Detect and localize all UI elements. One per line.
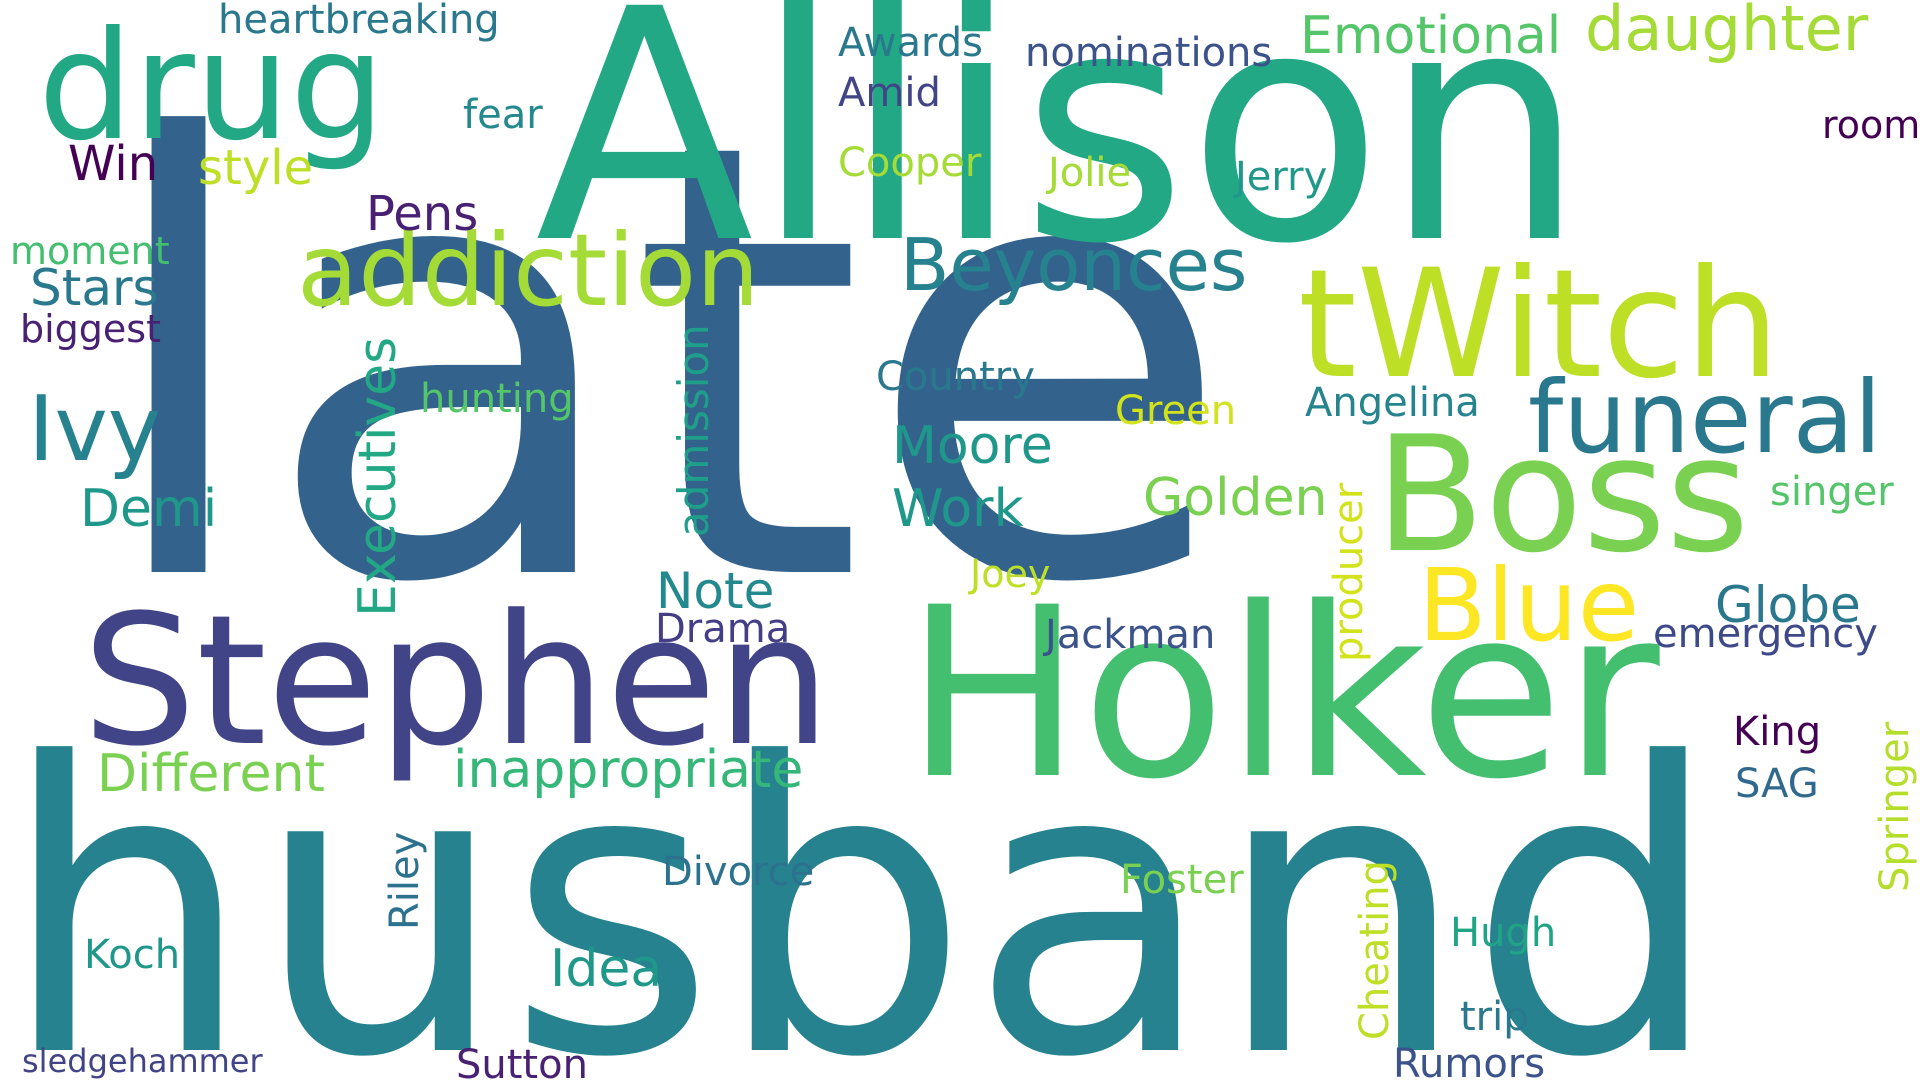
word-foster: Foster bbox=[1120, 857, 1244, 903]
word-executives: Executives bbox=[348, 337, 408, 617]
word-globe: Globe bbox=[1715, 576, 1861, 634]
word-funeral: funeral bbox=[1528, 359, 1882, 476]
word-boss: Boss bbox=[1375, 401, 1749, 588]
word-style: style bbox=[198, 140, 313, 196]
word-win: Win bbox=[68, 136, 158, 192]
word-addiction: addiction bbox=[297, 212, 760, 329]
word-idea: Idea bbox=[550, 939, 662, 999]
word-stars: Stars bbox=[30, 259, 159, 317]
word-twitch: tWitch bbox=[1298, 238, 1780, 412]
word-admission: admission bbox=[669, 324, 718, 537]
word-jerry: Jerry bbox=[1232, 154, 1327, 200]
word-husband: husband bbox=[0, 680, 1722, 1080]
word-fear: fear bbox=[463, 92, 543, 138]
word-drug: drug bbox=[38, 0, 385, 174]
word-awards: Awards bbox=[838, 20, 983, 66]
word-beyonces: Beyonces bbox=[900, 223, 1247, 307]
word-stephen: Stephen bbox=[82, 577, 831, 786]
word-amid: Amid bbox=[838, 70, 941, 116]
word-jolie: Jolie bbox=[1045, 150, 1131, 196]
word-drama: Drama bbox=[655, 606, 790, 652]
word-divorce: Divorce bbox=[662, 849, 814, 895]
word-sag: SAG bbox=[1735, 761, 1819, 807]
word-green: Green bbox=[1115, 388, 1236, 434]
word-late: late bbox=[95, 15, 1234, 714]
word-heartbreaking: heartbreaking bbox=[218, 0, 500, 43]
word-moore: Moore bbox=[892, 416, 1053, 476]
word-emotional: Emotional bbox=[1300, 6, 1561, 66]
word-king: King bbox=[1733, 709, 1821, 755]
word-riley: Riley bbox=[382, 832, 428, 930]
word-cooper: Cooper bbox=[838, 140, 982, 186]
word-moment: moment bbox=[10, 229, 170, 273]
word-sledgehammer: sledgehammer bbox=[22, 1042, 263, 1080]
word-hunting: hunting bbox=[420, 376, 574, 422]
word-holker: Holker bbox=[905, 558, 1660, 831]
word-room: room bbox=[1822, 103, 1920, 147]
word-ivy: Ivy bbox=[28, 377, 161, 482]
word-koch: Koch bbox=[84, 932, 180, 978]
word-daughter: daughter bbox=[1585, 0, 1869, 65]
word-producer: producer bbox=[1326, 482, 1372, 662]
word-trip: trip bbox=[1460, 994, 1529, 1040]
word-different: Different bbox=[97, 744, 325, 804]
word-note: Note bbox=[656, 562, 774, 620]
word-cheating: Cheating bbox=[1352, 860, 1398, 1040]
word-joey: Joey bbox=[968, 552, 1050, 596]
word-pens: Pens bbox=[366, 186, 478, 242]
word-allison: Allison bbox=[535, 0, 1586, 314]
word-hugh: Hugh bbox=[1450, 910, 1556, 956]
word-biggest: biggest bbox=[20, 307, 161, 351]
word-springer: Springer bbox=[1872, 721, 1918, 892]
word-inappropriate: inappropriate bbox=[453, 740, 803, 800]
word-golden: Golden bbox=[1143, 468, 1328, 528]
word-nominations: nominations bbox=[1025, 30, 1272, 76]
word-angelina: Angelina bbox=[1305, 380, 1480, 426]
word-sutton: Sutton bbox=[456, 1042, 588, 1080]
word-rumors: Rumors bbox=[1393, 1041, 1545, 1080]
word-emergency: emergency bbox=[1653, 611, 1878, 657]
word-country: Country bbox=[876, 354, 1035, 400]
word-blue: Blue bbox=[1418, 547, 1639, 664]
word-singer: singer bbox=[1770, 469, 1894, 515]
word-demi: Demi bbox=[80, 479, 217, 539]
word-work: Work bbox=[892, 479, 1024, 539]
word-jackman: Jackman bbox=[1042, 612, 1215, 658]
